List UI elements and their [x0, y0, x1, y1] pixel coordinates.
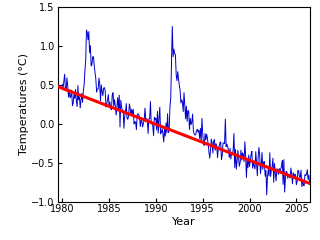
X-axis label: Year: Year [172, 217, 196, 227]
Y-axis label: Temperatures (°C): Temperatures (°C) [19, 54, 28, 156]
